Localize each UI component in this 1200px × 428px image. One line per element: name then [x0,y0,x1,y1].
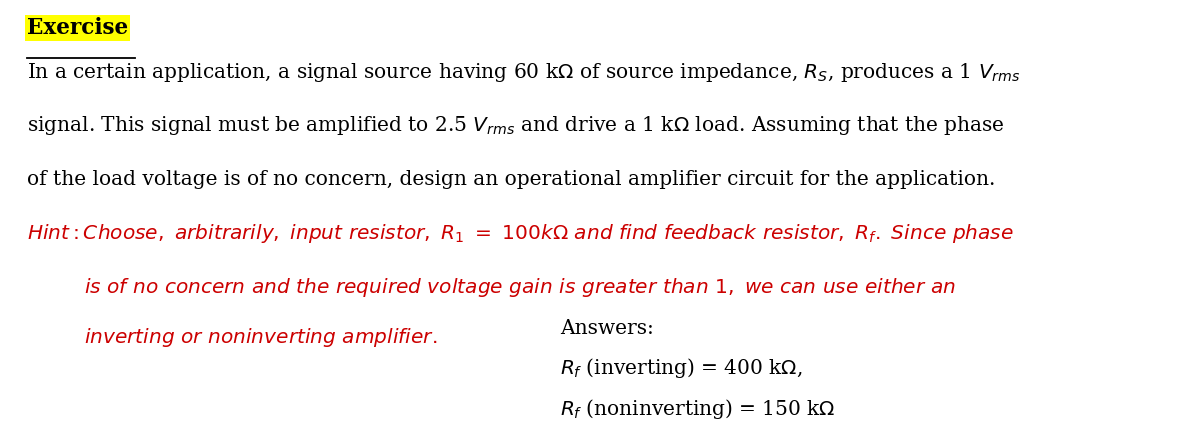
Text: $R_f$ (inverting) = 400 k$\Omega$,: $R_f$ (inverting) = 400 k$\Omega$, [560,356,803,380]
Text: In a certain application, a signal source having 60 k$\Omega$ of source impedanc: In a certain application, a signal sourc… [26,60,1020,83]
Text: $\it{inverting\ or\ noninverting\ amplifier.}$: $\it{inverting\ or\ noninverting\ amplif… [84,326,438,348]
Text: Exercise: Exercise [26,17,128,39]
Text: Answers:: Answers: [560,319,654,338]
Text: signal. This signal must be amplified to 2.5 $V_{rms}$ and drive a 1 k$\Omega$ l: signal. This signal must be amplified to… [26,114,1004,137]
Text: of the load voltage is of no concern, design an operational amplifier circuit fo: of the load voltage is of no concern, de… [26,170,995,189]
Text: $\it{Hint: Choose,\ arbitrarily,\ input\ resistor,\ }$$\it{R}_{\mathit{1}}$$\it{: $\it{Hint: Choose,\ arbitrarily,\ input\… [26,222,1014,245]
Text: $R_f$ (noninverting) = 150 k$\Omega$: $R_f$ (noninverting) = 150 k$\Omega$ [560,397,835,421]
Text: $\it{is\ of\ no\ concern\ and\ the\ required\ voltage\ gain\ is\ greater\ than\ : $\it{is\ of\ no\ concern\ and\ the\ requ… [84,276,956,299]
